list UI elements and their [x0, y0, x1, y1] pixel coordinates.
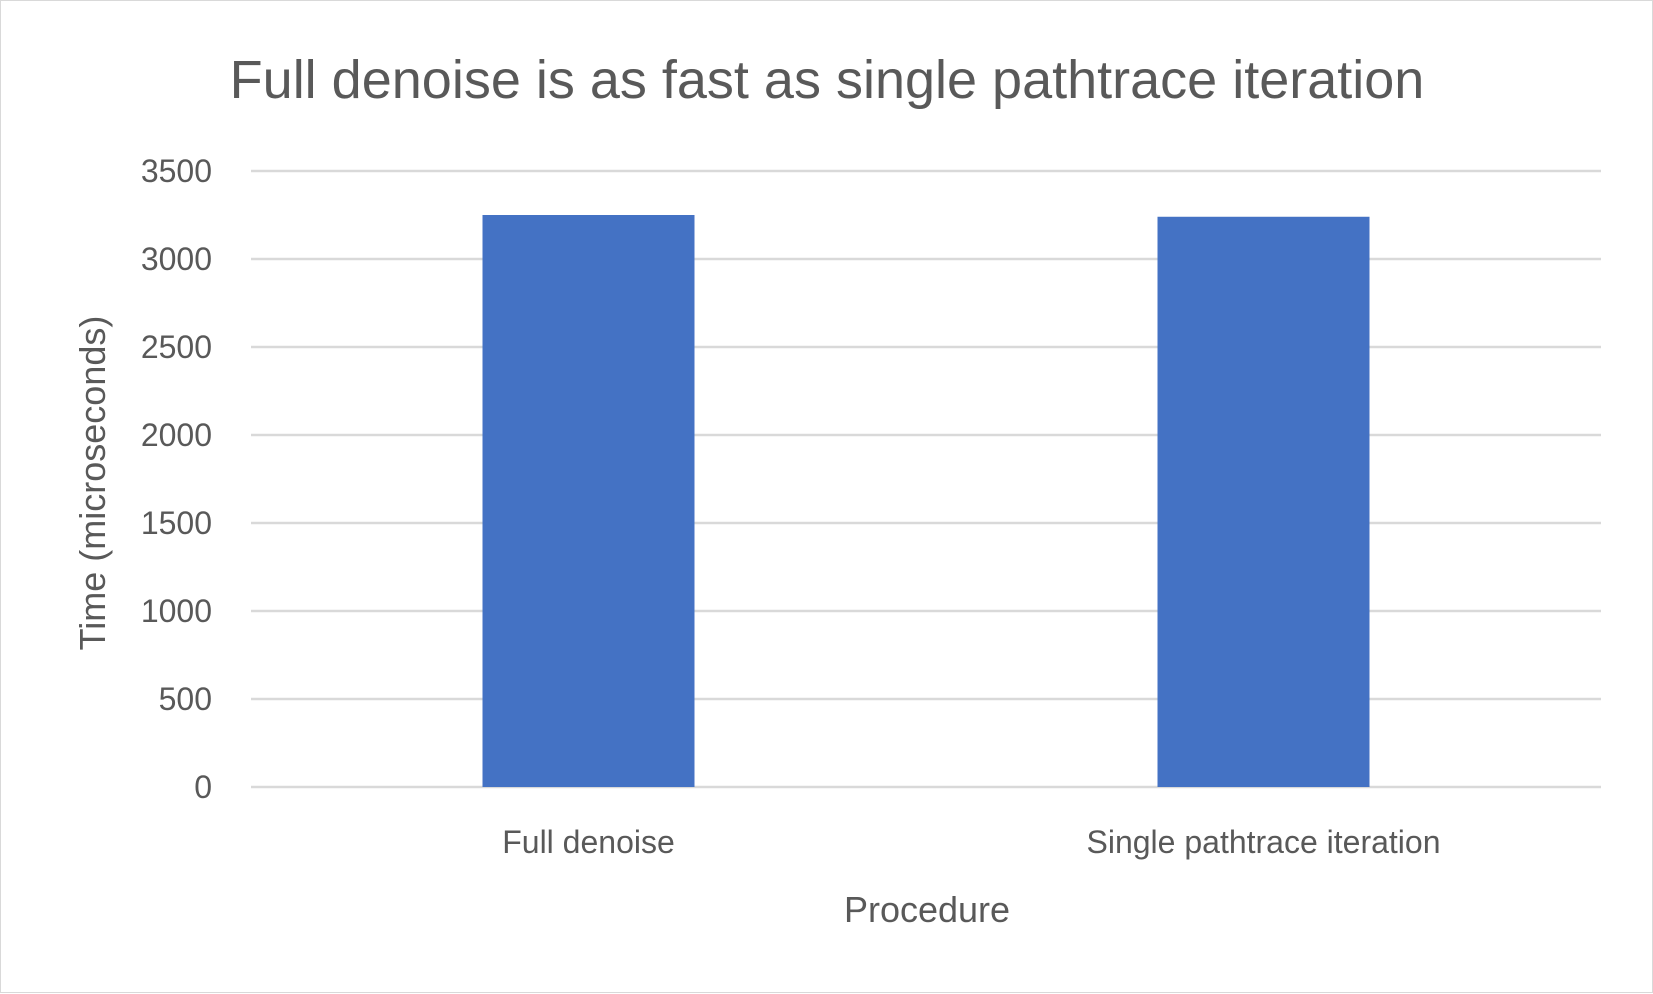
- y-axis-title: Time (microseconds): [72, 316, 113, 651]
- y-tick-label: 2500: [141, 329, 212, 365]
- y-axis-ticks: 0 500 1000 1500 2000 2500 3000 3500: [141, 153, 212, 805]
- bar: [482, 215, 695, 787]
- bars: [482, 215, 1370, 787]
- y-tick-label: 3000: [141, 241, 212, 277]
- x-tick-label: Full denoise: [502, 824, 675, 860]
- x-axis-title: Procedure: [844, 889, 1010, 930]
- y-tick-label: 3500: [141, 153, 212, 189]
- x-axis-ticks: Full denoise Single pathtrace iteration: [502, 824, 1440, 860]
- y-tick-label: 2000: [141, 417, 212, 453]
- x-tick-label: Single pathtrace iteration: [1087, 824, 1441, 860]
- y-tick-label: 0: [194, 769, 212, 805]
- chart-title: Full denoise is as fast as single pathtr…: [230, 50, 1425, 110]
- gridlines: [251, 169, 1601, 789]
- y-tick-label: 500: [159, 681, 212, 717]
- bar: [1157, 216, 1370, 787]
- y-tick-label: 1500: [141, 505, 212, 541]
- y-tick-label: 1000: [141, 593, 212, 629]
